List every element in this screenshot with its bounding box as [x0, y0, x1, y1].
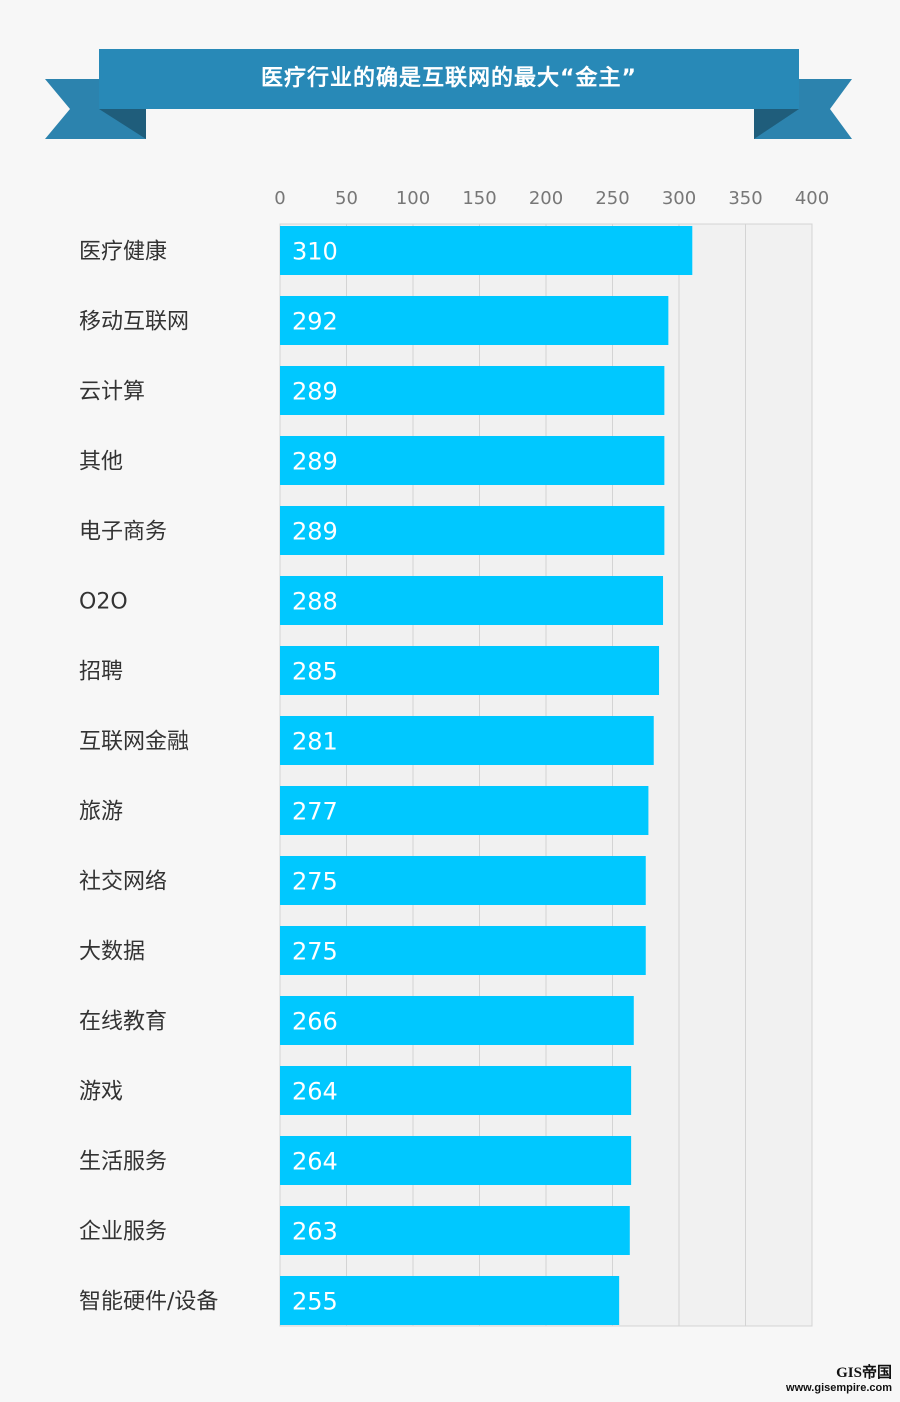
category-label: 电子商务	[79, 520, 167, 545]
tick-label: 350	[728, 188, 762, 209]
bars: 310 292 289 289 289 288 285 281 277 275 275 266 264 2…	[280, 226, 693, 1325]
bar	[280, 786, 649, 835]
bar	[280, 1276, 620, 1325]
bar-value-label: 292	[292, 308, 338, 336]
category-label: 医疗健康	[79, 240, 167, 265]
bar	[280, 576, 664, 625]
bar-value-label: 275	[292, 938, 338, 966]
bar-value-label: 263	[292, 1218, 338, 1246]
bar	[280, 1066, 632, 1115]
bar-value-label: 289	[292, 518, 338, 546]
category-label: 互联网金融	[79, 730, 189, 755]
bar-value-label: 277	[292, 798, 338, 826]
tick-label: 100	[396, 188, 430, 209]
banner-ribbon	[45, 49, 852, 139]
watermark: GIS帝国 www.gisempire.com	[786, 1361, 892, 1394]
bar	[280, 506, 665, 555]
bar	[280, 226, 693, 275]
bar	[280, 296, 669, 345]
tick-label: 250	[595, 188, 629, 209]
tick-label: 300	[662, 188, 696, 209]
category-label: 旅游	[79, 800, 123, 825]
bar-value-label: 285	[292, 658, 338, 686]
tick-label: 50	[335, 188, 358, 209]
bar	[280, 436, 665, 485]
watermark-brand: GIS帝国	[836, 1365, 892, 1381]
bar	[280, 1206, 630, 1255]
bar	[280, 856, 646, 905]
category-label: O2O	[79, 590, 128, 615]
bar	[280, 996, 634, 1045]
ribbon-left-fold	[99, 109, 146, 139]
tick-label: 400	[795, 188, 829, 209]
bar	[280, 366, 665, 415]
chart-title: 医疗行业的确是互联网的最大“金主”	[261, 66, 637, 91]
category-label: 云计算	[79, 380, 145, 405]
title-banner: 医疗行业的确是互联网的最大“金主”	[0, 0, 900, 150]
bar-value-label: 275	[292, 868, 338, 896]
category-label: 生活服务	[79, 1150, 167, 1175]
category-label: 企业服务	[79, 1220, 167, 1245]
tick-label: 200	[529, 188, 563, 209]
category-label: 移动互联网	[79, 310, 189, 335]
bar	[280, 1136, 632, 1185]
bar-value-label: 264	[292, 1078, 338, 1106]
bar-value-label: 289	[292, 448, 338, 476]
category-label: 大数据	[79, 940, 145, 965]
bar-value-label: 288	[292, 588, 338, 616]
ribbon-right-fold	[754, 109, 799, 139]
category-label: 其他	[79, 450, 123, 475]
category-label: 在线教育	[79, 1010, 167, 1035]
bar-value-label: 255	[292, 1288, 338, 1316]
ribbon-main	[99, 49, 799, 109]
bar-value-label: 289	[292, 378, 338, 406]
bar	[280, 646, 660, 695]
category-label: 游戏	[79, 1080, 123, 1105]
bar	[280, 926, 646, 975]
bar-value-label: 281	[292, 728, 338, 756]
category-label: 社交网络	[79, 870, 167, 895]
bar-value-label: 266	[292, 1008, 338, 1036]
category-label: 智能硬件/设备	[79, 1290, 218, 1315]
watermark-url: www.gisempire.com	[786, 1382, 892, 1394]
bar-value-label: 310	[292, 238, 338, 266]
category-label: 招聘	[79, 660, 123, 685]
tick-label: 150	[462, 188, 496, 209]
bar-value-label: 264	[292, 1148, 338, 1176]
x-axis-ticks: 0 50 100 150 200 250 300 350 400	[274, 188, 829, 209]
bar	[280, 716, 654, 765]
tick-label: 0	[274, 188, 285, 209]
